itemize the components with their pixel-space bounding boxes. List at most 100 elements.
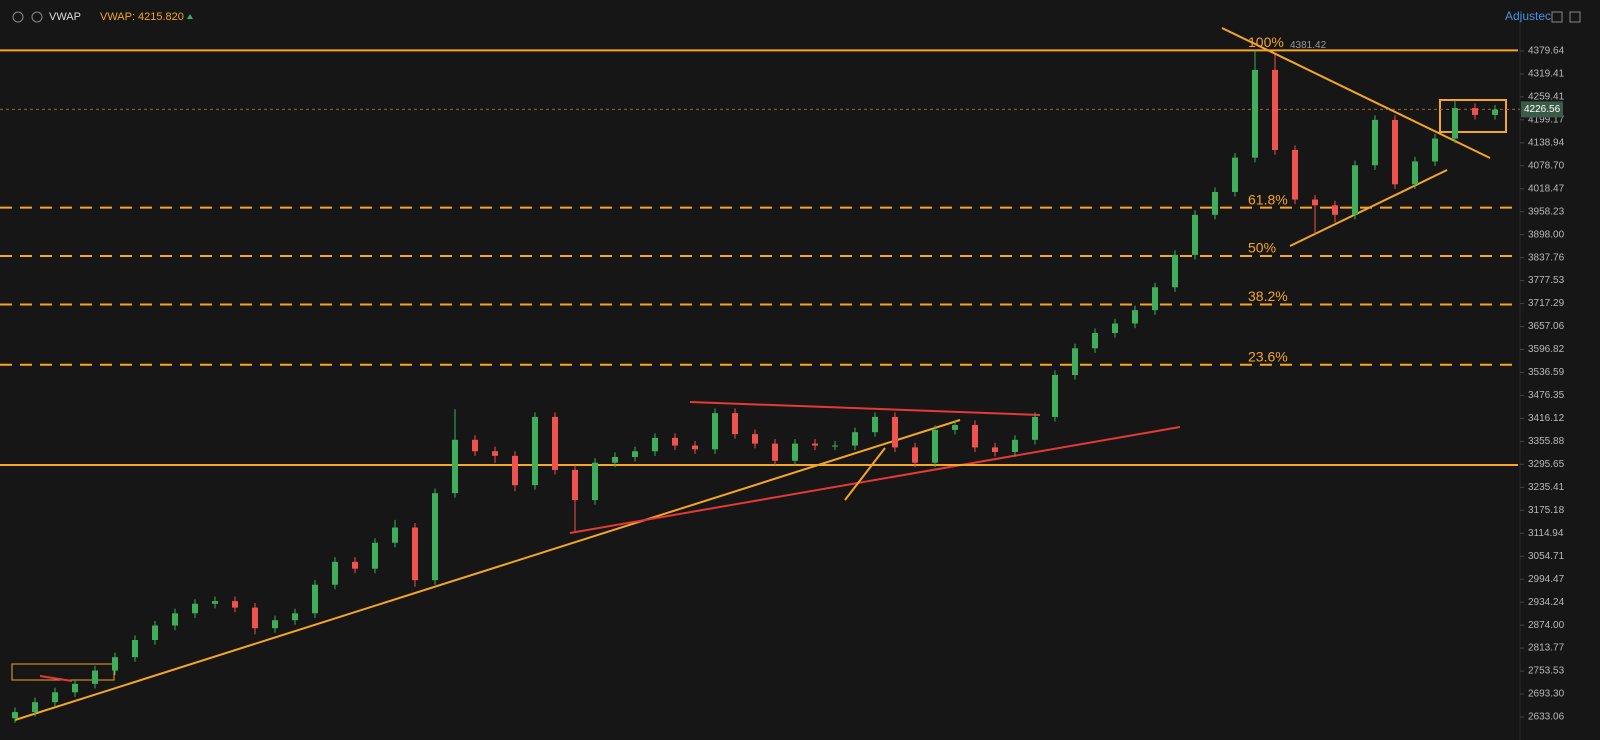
candle-body: [1232, 157, 1238, 192]
y-tick-label: 2934.24: [1528, 597, 1565, 608]
candle-body: [152, 625, 158, 641]
y-tick-label: 4138.94: [1528, 137, 1565, 148]
candle-body: [532, 416, 538, 486]
candle-body: [692, 445, 698, 450]
candle-body: [1132, 310, 1138, 324]
candle-body: [932, 429, 938, 463]
candle-body: [132, 640, 138, 658]
candle-body: [952, 424, 958, 430]
fib-label: 50%: [1248, 240, 1276, 256]
box: [1439, 99, 1507, 133]
candle-body: [172, 613, 178, 626]
candle-body: [412, 527, 418, 581]
y-tick-label: 2874.00: [1528, 620, 1565, 631]
candle-body: [552, 416, 558, 470]
y-tick-label: 3837.76: [1528, 252, 1565, 263]
candle-body: [1452, 108, 1458, 139]
fib-label: 38.2%: [1248, 288, 1288, 304]
candle-body: [1392, 119, 1398, 185]
candle-body: [652, 437, 658, 452]
y-tick-label: 2693.30: [1528, 689, 1565, 700]
window-icon[interactable]: [1569, 11, 1581, 23]
candle-body: [472, 439, 478, 452]
y-tick-label: 3235.41: [1528, 482, 1565, 493]
candle-body: [1252, 69, 1258, 158]
indicator-name[interactable]: VWAP: [49, 11, 81, 23]
candle-body: [1192, 214, 1198, 255]
candle-body: [772, 443, 778, 461]
candle-body: [1352, 165, 1358, 215]
y-tick-label: 3054.71: [1528, 551, 1565, 562]
last-price-label: 4226.56: [1524, 104, 1561, 115]
fib-label: 100%: [1248, 34, 1284, 50]
y-tick-label: 2633.06: [1528, 712, 1565, 723]
window-icon[interactable]: [1551, 11, 1563, 23]
candle-body: [112, 657, 118, 671]
candle-body: [912, 447, 918, 463]
candle-body: [752, 434, 758, 444]
candle-body: [572, 469, 578, 501]
up-arrow: [187, 14, 193, 19]
trend-line: [14, 419, 961, 721]
y-tick-label: 4259.41: [1528, 91, 1565, 102]
candle-body: [392, 527, 398, 543]
candle-body: [732, 413, 738, 435]
candle-body: [1492, 109, 1498, 115]
candle-body: [1412, 161, 1418, 185]
trend-line: [569, 426, 1181, 534]
candle-body: [1272, 69, 1278, 151]
candle-body: [352, 561, 358, 569]
candle-body: [632, 451, 638, 457]
adjust-button[interactable]: Adjustec: [1505, 9, 1551, 23]
candle-body: [972, 424, 978, 448]
candle-body: [1032, 416, 1038, 440]
candle-body: [672, 437, 678, 446]
y-tick-label: 3295.65: [1528, 459, 1565, 470]
candle-body: [1152, 287, 1158, 311]
candle-body: [1372, 119, 1378, 166]
trend-line: [689, 401, 1041, 416]
candle-body: [1212, 191, 1218, 215]
y-tick-label: 3355.88: [1528, 436, 1565, 447]
indicator-value: 4215.820: [138, 11, 184, 23]
candle-body: [252, 607, 258, 629]
candle-body: [52, 692, 58, 703]
candle-body: [512, 455, 518, 486]
y-tick-label: 2994.47: [1528, 574, 1565, 585]
y-tick-label: 3536.59: [1528, 367, 1565, 378]
candle-body: [1112, 323, 1118, 334]
candle-body: [1012, 439, 1018, 453]
candle-body: [212, 601, 218, 604]
y-tick-label: 3777.53: [1528, 275, 1565, 286]
y-tick-label: 3898.00: [1528, 229, 1565, 240]
candle-body: [1172, 254, 1178, 288]
indicator-label: VWAP:: [100, 11, 135, 23]
fib-price: 4381.42: [1290, 40, 1327, 51]
candle-body: [792, 443, 798, 461]
candle-body: [1432, 138, 1438, 162]
candle-body: [1092, 333, 1098, 349]
candle-body: [332, 561, 338, 585]
candle-body: [32, 702, 38, 713]
candle-body: [1292, 150, 1298, 200]
settings-icon[interactable]: [12, 11, 24, 23]
candle-body: [852, 432, 858, 446]
y-tick-label: 3596.82: [1528, 344, 1565, 355]
y-tick-label: 3476.35: [1528, 390, 1565, 401]
arrow: [39, 675, 73, 682]
candle-body: [272, 620, 278, 629]
close-icon[interactable]: [31, 11, 43, 23]
candle-body: [1052, 374, 1058, 417]
last-price-box: [1521, 101, 1563, 118]
candle-body: [452, 439, 458, 494]
candle-body: [232, 601, 238, 608]
y-tick-label: 4319.41: [1528, 69, 1565, 80]
fib-label: 23.6%: [1248, 348, 1288, 364]
y-tick-label: 3114.94: [1528, 528, 1564, 539]
candle-body: [192, 603, 198, 614]
y-tick-label: 4199.17: [1528, 114, 1565, 125]
y-tick-label: 3717.29: [1528, 298, 1565, 309]
candle-body: [812, 443, 818, 446]
